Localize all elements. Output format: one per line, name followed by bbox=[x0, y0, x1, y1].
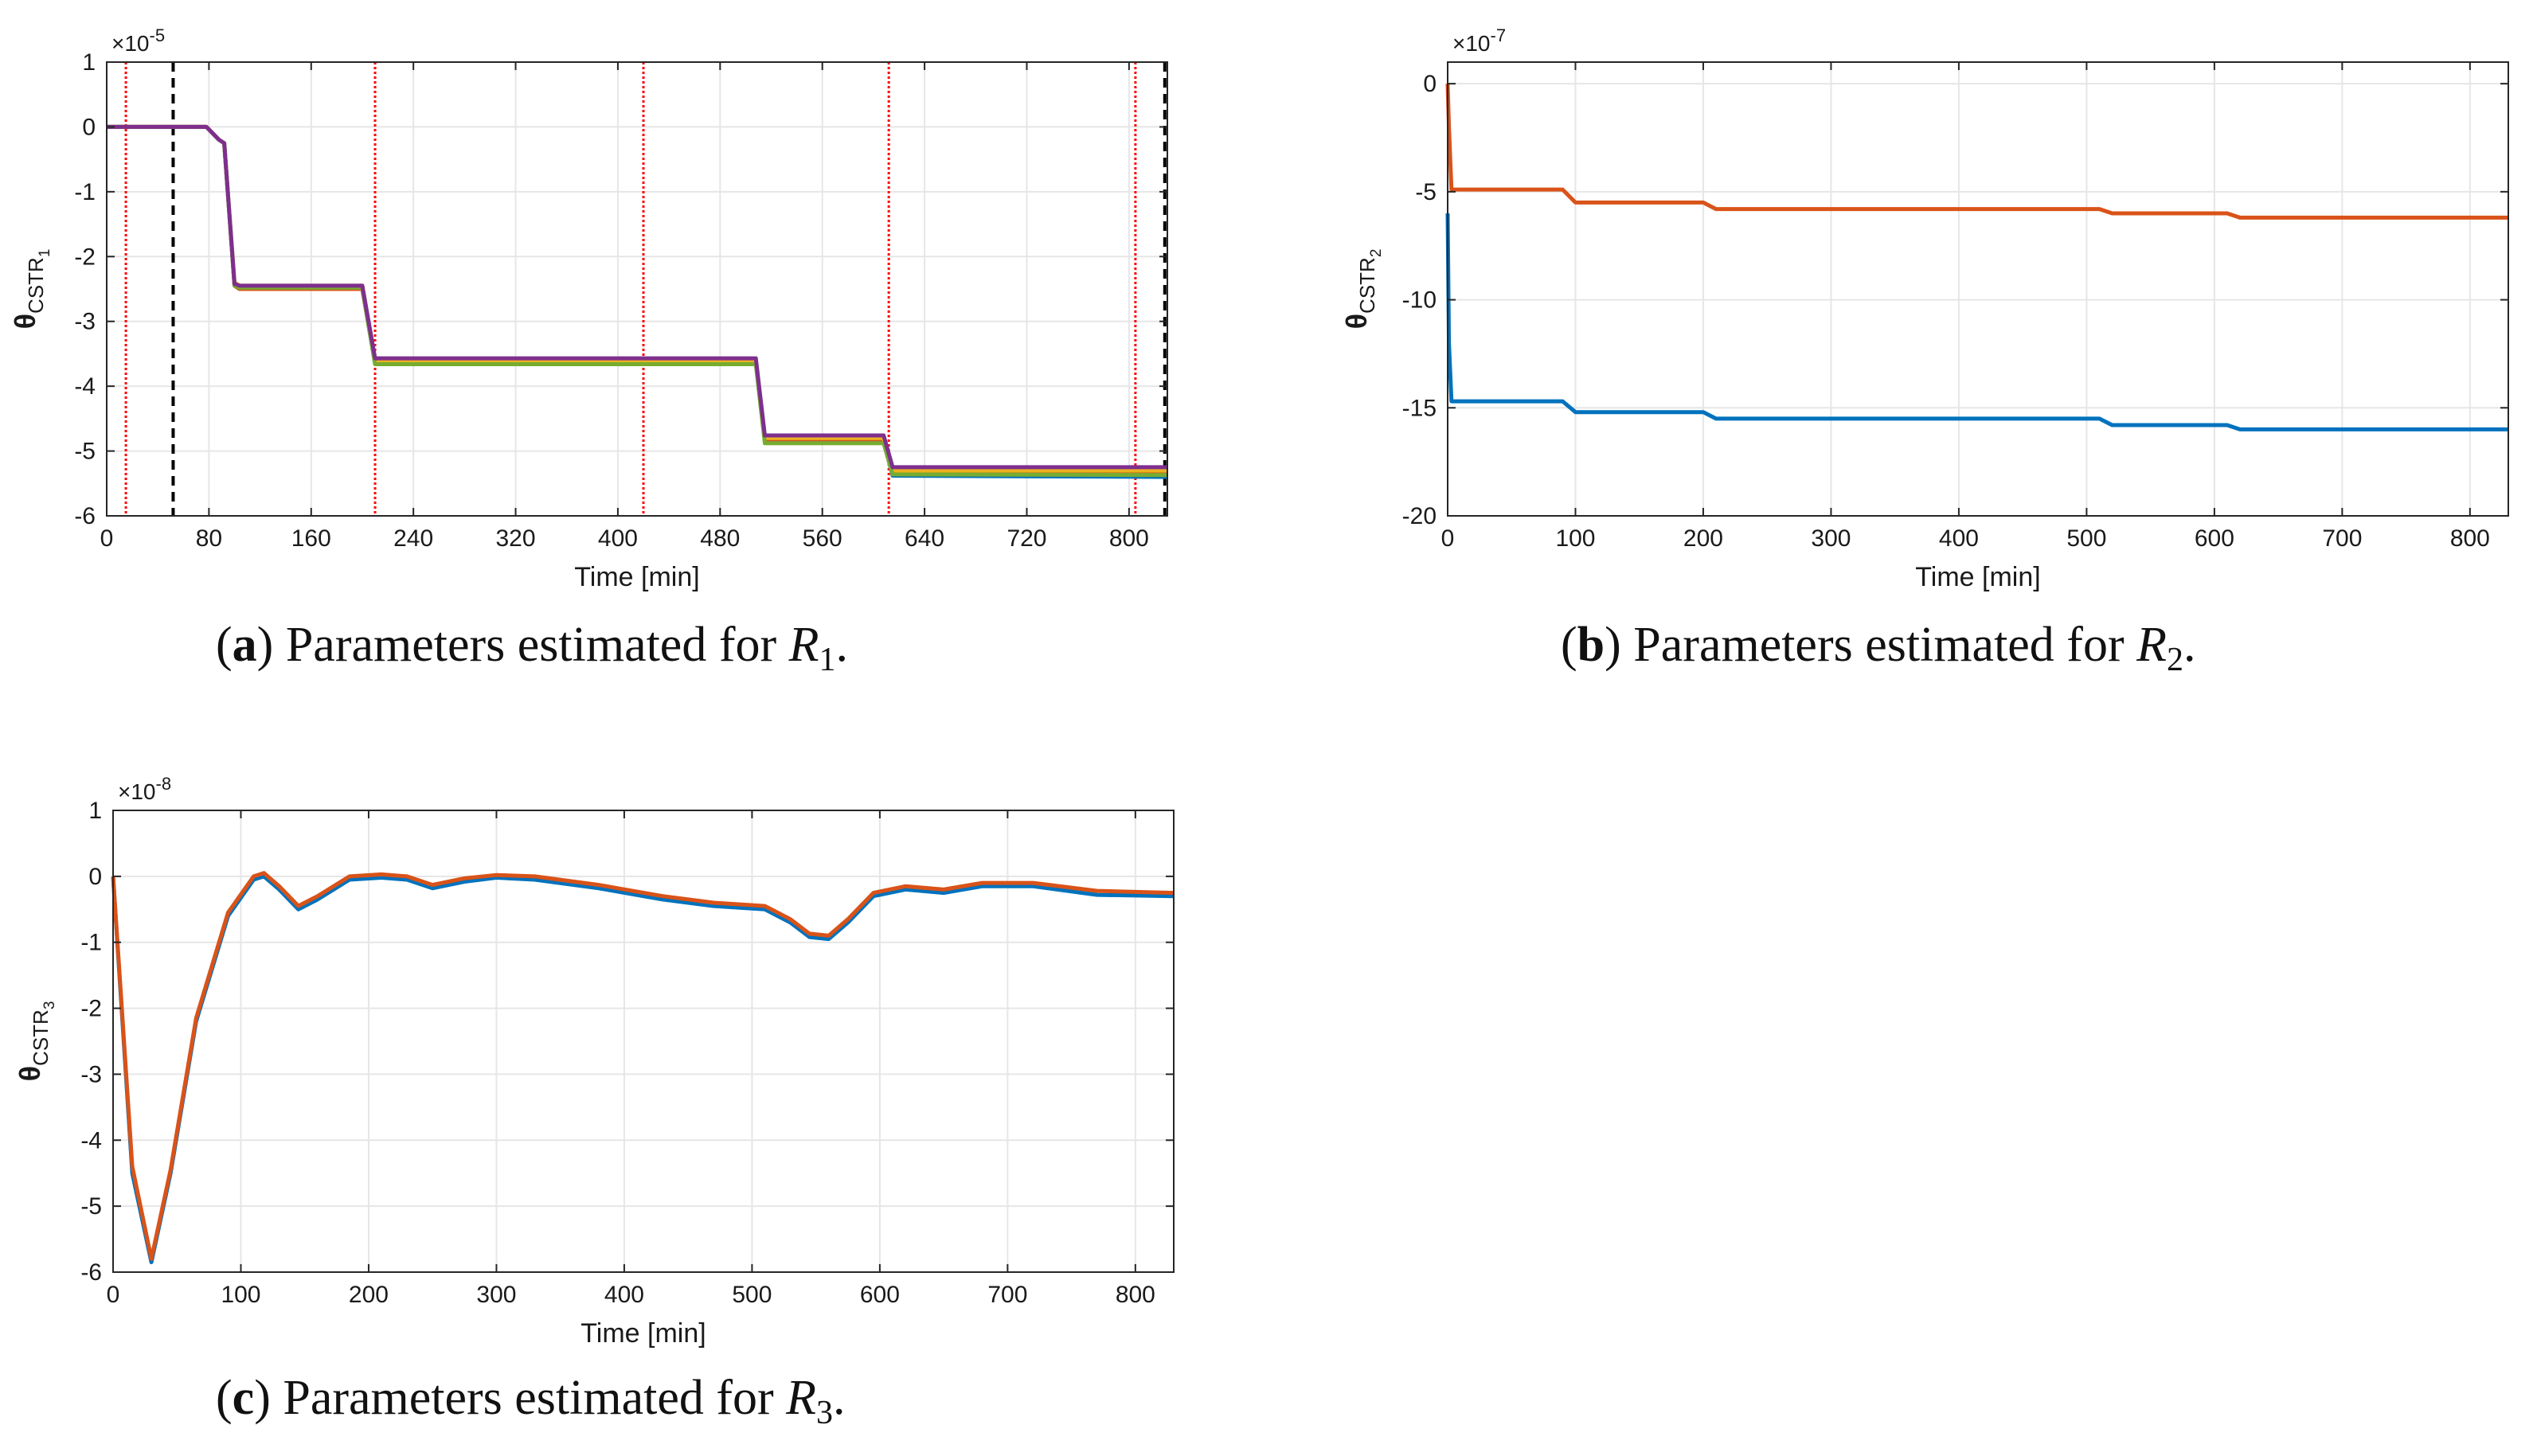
y-tick-label: -3 bbox=[74, 309, 96, 335]
exponent-label: ×10-5 bbox=[111, 25, 165, 56]
y-tick-label: -5 bbox=[80, 1193, 102, 1220]
y-tick-label: 1 bbox=[82, 49, 96, 76]
series-line-s5 bbox=[107, 124, 1167, 470]
y-tick-label: 0 bbox=[1423, 71, 1437, 97]
y-tick-label: -2 bbox=[80, 996, 102, 1022]
axes-box bbox=[106, 61, 1168, 517]
x-tick-label: 100 bbox=[1555, 525, 1595, 552]
x-tick-label: 700 bbox=[987, 1282, 1027, 1308]
y-tick-label: -1 bbox=[80, 930, 102, 956]
exponent-label: ×10-8 bbox=[118, 774, 171, 804]
y-axis-label: θCSTR1 bbox=[9, 249, 53, 330]
x-tick-label: 0 bbox=[1441, 525, 1455, 552]
y-tick-label: 0 bbox=[82, 114, 96, 140]
x-tick-label: 300 bbox=[1811, 525, 1851, 552]
y-tick-label: -5 bbox=[74, 439, 96, 465]
x-tick-label: 480 bbox=[700, 525, 740, 552]
series-line-orange bbox=[111, 871, 1175, 1261]
y-tick-label: -6 bbox=[80, 1259, 102, 1286]
y-tick-label: -4 bbox=[74, 373, 96, 400]
y-tick-label: 0 bbox=[88, 864, 102, 890]
x-axis-label: Time [min] bbox=[574, 562, 699, 592]
y-axis-label: θCSTR3 bbox=[14, 1001, 58, 1082]
caption-c: (c) Parameters estimated for R3. bbox=[216, 1371, 846, 1431]
x-tick-label: 700 bbox=[2322, 525, 2362, 552]
x-tick-label: 300 bbox=[476, 1282, 516, 1308]
series-line-s2 bbox=[107, 124, 1168, 476]
x-tick-label: 800 bbox=[1116, 1282, 1155, 1308]
chart-a: 0 80 160 240 320 400 480 560 640 720 800 1 0 -1 -2 -3 -4… bbox=[9, 25, 1168, 678]
x-tick-label: 200 bbox=[1683, 525, 1723, 552]
x-tick-label: 600 bbox=[860, 1282, 900, 1308]
x-axis-label: Time [min] bbox=[1915, 562, 2040, 592]
y-tick-label: -3 bbox=[80, 1061, 102, 1087]
x-axis-label: Time [min] bbox=[580, 1318, 706, 1349]
y-tick-label: -2 bbox=[74, 244, 96, 270]
chart-c: 0 100 200 300 400 500 600 700 800 1 0 -1 -2 -3 -4 -5 -6 ×… bbox=[14, 774, 1175, 1431]
x-tick-label: 160 bbox=[291, 525, 331, 552]
chart-b: 0 100 200 300 400 500 600 700 800 0 -5 -10 -15 -20 ×10… bbox=[1340, 25, 2509, 678]
x-tick-label: 400 bbox=[598, 525, 638, 552]
y-tick-label: 1 bbox=[88, 798, 102, 824]
x-tick-label: 720 bbox=[1007, 525, 1046, 552]
x-tick-label: 800 bbox=[2450, 525, 2490, 552]
x-tick-label: 560 bbox=[803, 525, 842, 552]
x-tick-label: 240 bbox=[393, 525, 433, 552]
axes-box bbox=[112, 810, 1175, 1273]
x-tick-label: 100 bbox=[221, 1282, 260, 1308]
caption-a: (a) Parameters estimated for R1. bbox=[216, 618, 848, 678]
y-tick-label: -20 bbox=[1402, 503, 1437, 529]
x-tick-label: 80 bbox=[196, 525, 222, 552]
series-line-s3 bbox=[107, 124, 1167, 473]
y-tick-label: -5 bbox=[1415, 179, 1437, 205]
x-tick-label: 200 bbox=[349, 1282, 389, 1308]
series-line-blue bbox=[1445, 213, 2508, 431]
x-tick-label: 0 bbox=[107, 1282, 120, 1308]
axes-box bbox=[1447, 61, 2509, 517]
x-tick-label: 500 bbox=[2066, 525, 2106, 552]
series-line-s4 bbox=[107, 124, 1168, 478]
y-tick-label: -10 bbox=[1402, 287, 1437, 314]
y-tick-label: -4 bbox=[80, 1127, 102, 1153]
series-line-orange bbox=[1445, 84, 2508, 220]
x-tick-label: 0 bbox=[100, 525, 114, 552]
series-line-blue bbox=[111, 874, 1175, 1265]
caption-b: (b) Parameters estimated for R2. bbox=[1561, 618, 2195, 678]
y-tick-label: -1 bbox=[74, 179, 96, 205]
series-line-s1 bbox=[107, 124, 1168, 479]
y-tick-label: -15 bbox=[1402, 395, 1437, 421]
y-axis-label: θCSTR2 bbox=[1340, 249, 1385, 330]
x-tick-label: 800 bbox=[1109, 525, 1149, 552]
y-tick-label: -6 bbox=[74, 503, 96, 529]
x-tick-label: 400 bbox=[604, 1282, 644, 1308]
x-tick-label: 400 bbox=[1939, 525, 1979, 552]
x-tick-label: 500 bbox=[732, 1282, 772, 1308]
exponent-label: ×10-7 bbox=[1452, 25, 1506, 56]
x-tick-label: 640 bbox=[905, 525, 944, 552]
x-tick-label: 600 bbox=[2195, 525, 2234, 552]
x-tick-label: 320 bbox=[496, 525, 536, 552]
